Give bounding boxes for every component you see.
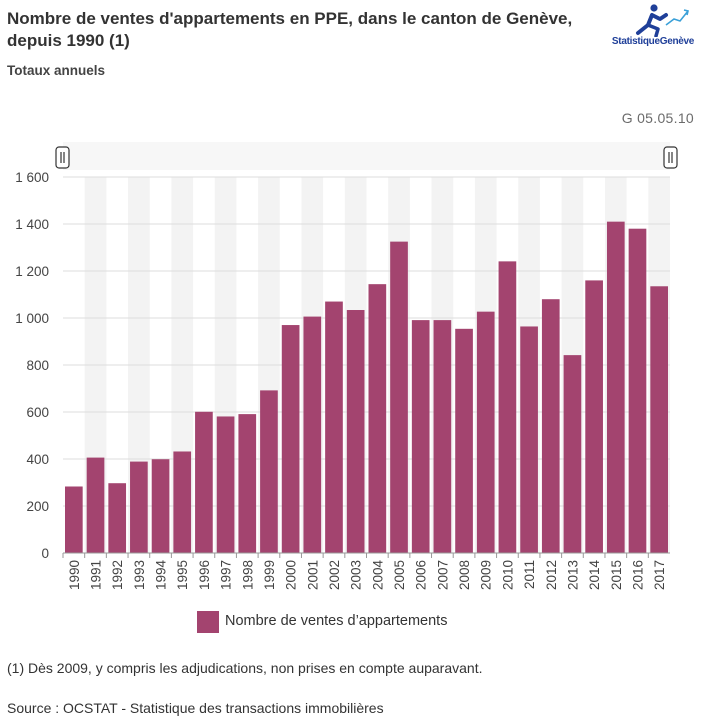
bar-2008[interactable] xyxy=(455,328,473,553)
y-tick-label: 200 xyxy=(26,499,49,514)
bar-1990[interactable] xyxy=(65,486,83,553)
navigator-track xyxy=(63,142,670,170)
x-tick-label: 1995 xyxy=(175,560,190,590)
statistique-geneve-logo[interactable]: StatistiqueGenève xyxy=(608,3,698,49)
bar-2004[interactable] xyxy=(368,284,387,553)
bar-1997[interactable] xyxy=(216,416,235,553)
x-tick-label: 1990 xyxy=(67,560,82,590)
bar-2007[interactable] xyxy=(433,320,452,553)
x-tick-label: 2017 xyxy=(652,560,667,590)
bar-2014[interactable] xyxy=(585,280,603,553)
bar-1995[interactable] xyxy=(173,451,192,553)
bar-1991[interactable] xyxy=(86,457,105,553)
x-tick-label: 2009 xyxy=(479,560,494,590)
x-tick-label: 2006 xyxy=(414,560,429,590)
x-tick-label: 2016 xyxy=(630,560,645,590)
bar-2000[interactable] xyxy=(281,325,300,553)
x-tick-label: 1992 xyxy=(110,560,125,590)
bar-2011[interactable] xyxy=(520,326,538,553)
bar-2002[interactable] xyxy=(325,301,343,553)
x-tick-label: 1993 xyxy=(132,560,147,590)
navigator-handle-left[interactable] xyxy=(55,146,70,169)
y-tick-label: 1 400 xyxy=(15,217,49,232)
x-tick-label: 2012 xyxy=(544,560,559,590)
footnote: (1) Dès 2009, y compris les adjudication… xyxy=(7,660,483,676)
bar-2003[interactable] xyxy=(346,310,365,553)
x-tick-label: 2003 xyxy=(349,560,364,590)
bar-2017[interactable] xyxy=(650,286,668,553)
y-tick-label: 800 xyxy=(26,358,49,373)
bar-2010[interactable] xyxy=(498,261,517,553)
y-tick-label: 1 000 xyxy=(15,311,49,326)
bar-chart: 0 200 400 600 800 1 000 1 200 1 400 1 600 1990 19… xyxy=(15,142,678,591)
y-tick-label: 1 600 xyxy=(15,170,49,185)
legend-label: Nombre de ventes d’appartements xyxy=(225,613,448,629)
x-tick-label: 1996 xyxy=(197,560,212,590)
bar-1998[interactable] xyxy=(238,414,257,553)
chart-subtitle: Totaux annuels xyxy=(7,63,106,78)
bar-2015[interactable] xyxy=(606,221,625,553)
x-tick-label: 2015 xyxy=(609,560,624,590)
x-tick-label: 2013 xyxy=(565,560,580,590)
x-tick-label: 2010 xyxy=(500,560,515,590)
bar-1999[interactable] xyxy=(260,390,278,553)
bar-1996[interactable] xyxy=(195,411,213,553)
bar-2006[interactable] xyxy=(411,320,430,553)
bar-2012[interactable] xyxy=(541,299,560,553)
x-tick-label: 2004 xyxy=(370,560,385,591)
x-tick-label: 2005 xyxy=(392,560,407,590)
bar-2016[interactable] xyxy=(628,228,647,553)
bar-1994[interactable] xyxy=(151,459,170,553)
x-tick-label: 1999 xyxy=(262,560,277,590)
bar-2005[interactable] xyxy=(390,241,408,553)
x-tick-label: 2000 xyxy=(284,560,299,590)
x-tick-label: 2002 xyxy=(327,560,342,590)
bar-1993[interactable] xyxy=(130,461,148,553)
source-note: Source : OCSTAT - Statistique des transa… xyxy=(7,700,384,716)
runner-icon xyxy=(636,4,689,38)
x-tick-label: 1998 xyxy=(240,560,255,590)
legend-swatch xyxy=(197,611,219,633)
x-tick-label: 2011 xyxy=(522,560,537,589)
logo-label: StatistiqueGenève xyxy=(611,36,695,47)
bar-2009[interactable] xyxy=(476,311,495,553)
x-tick-label: 2014 xyxy=(587,560,602,591)
x-tick-label: 1997 xyxy=(219,560,234,590)
y-tick-label: 0 xyxy=(41,546,49,561)
x-tick-label: 2008 xyxy=(457,560,472,590)
y-tick-label: 600 xyxy=(26,405,49,420)
bar-1992[interactable] xyxy=(108,483,127,553)
x-tick-label: 1991 xyxy=(89,560,104,590)
x-tick-label: 2007 xyxy=(435,560,450,590)
y-tick-label: 1 200 xyxy=(15,264,49,279)
bar-2001[interactable] xyxy=(303,316,322,553)
bar-2013[interactable] xyxy=(563,355,582,553)
x-tick-label: 2001 xyxy=(305,560,320,590)
y-tick-label: 400 xyxy=(26,452,49,467)
chart-code: G 05.05.10 xyxy=(621,110,694,126)
chart-title: Nombre de ventes d'appartements en PPE, … xyxy=(7,9,573,50)
x-tick-label: 1994 xyxy=(154,560,169,591)
navigator-handle-right[interactable] xyxy=(663,146,678,169)
